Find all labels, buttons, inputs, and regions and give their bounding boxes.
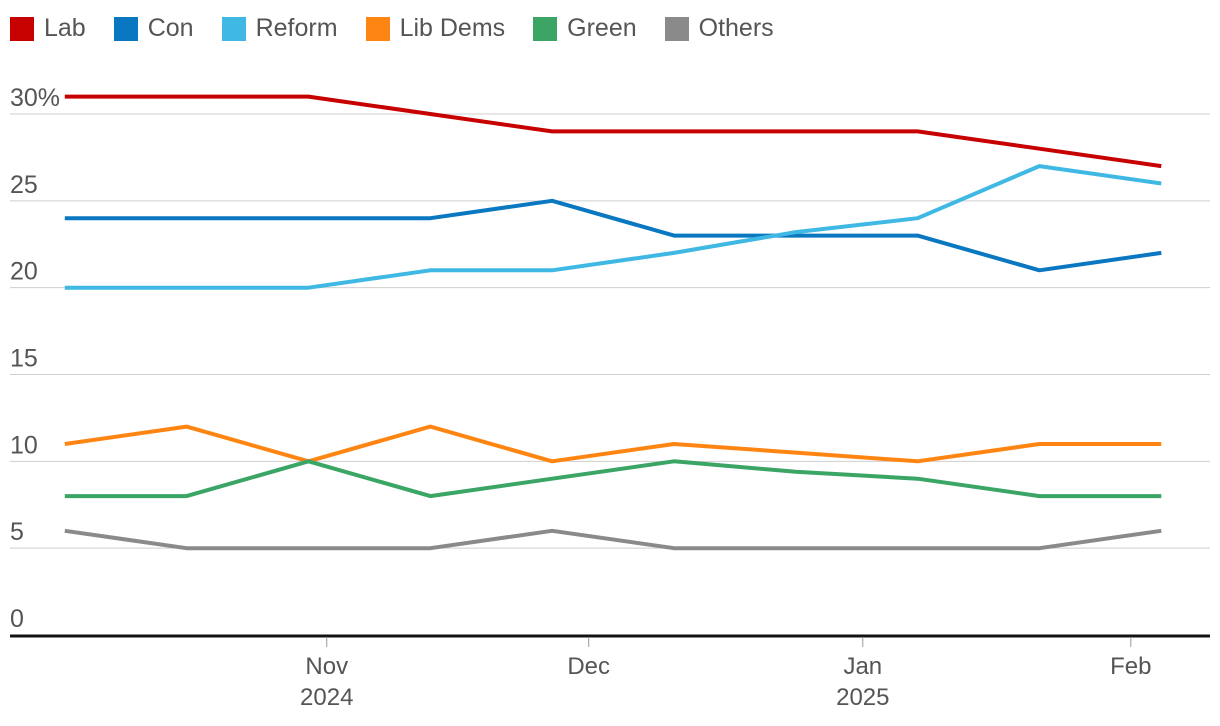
y-tick-label: 20: [10, 258, 38, 286]
legend-label: Con: [147, 14, 194, 42]
legend-label: Others: [698, 14, 774, 42]
legend-swatch: [10, 16, 34, 41]
legend-swatch: [533, 16, 558, 41]
x-tick-label: Dec: [567, 653, 610, 680]
legend-swatch: [221, 16, 246, 41]
x-tick-label: Nov: [305, 653, 348, 680]
legend: Lab Con Reform Lib Dems Green Others: [10, 14, 802, 43]
y-tick-label: 0: [10, 605, 24, 633]
series-line-con: [64, 198, 1162, 273]
y-tick-label: 10: [10, 431, 38, 459]
series-line-lab: [64, 94, 1162, 169]
legend-item-lab: Lab: [10, 14, 86, 43]
series-lines: [64, 94, 1162, 551]
series-line-green: [64, 459, 1162, 499]
legend-item-reform: Reform: [221, 14, 338, 43]
series-line-others: [64, 528, 1162, 551]
legend-swatch: [365, 16, 390, 41]
x-axis: Nov 2024 Dec Jan 2025 Feb: [10, 634, 1210, 711]
x-tick-year-label: 2024: [300, 684, 353, 711]
legend-item-others: Others: [664, 14, 774, 43]
series-line-reform: [64, 164, 1162, 290]
x-tick-year-label: 2025: [836, 684, 889, 711]
series-line-lib-dems: [64, 424, 1162, 464]
y-tick-label: 15: [10, 345, 38, 373]
x-tick-label: Jan: [843, 653, 882, 680]
legend-label: Lib Dems: [399, 14, 506, 42]
legend-item-con: Con: [113, 14, 194, 43]
legend-swatch: [664, 16, 689, 41]
legend-swatch: [113, 16, 138, 41]
legend-label: Reform: [255, 14, 338, 42]
gridlines: [10, 113, 1210, 549]
legend-label: Green: [567, 14, 637, 42]
y-axis-labels: 30% 25 20 15 10 5 0: [10, 84, 60, 633]
y-tick-label: 30%: [10, 84, 60, 112]
y-tick-label: 25: [10, 171, 38, 199]
legend-item-green: Green: [533, 14, 637, 43]
y-tick-label: 5: [10, 518, 24, 546]
legend-label: Lab: [44, 14, 86, 42]
legend-item-lib-dems: Lib Dems: [365, 14, 506, 43]
x-tick-label: Feb: [1110, 653, 1151, 680]
